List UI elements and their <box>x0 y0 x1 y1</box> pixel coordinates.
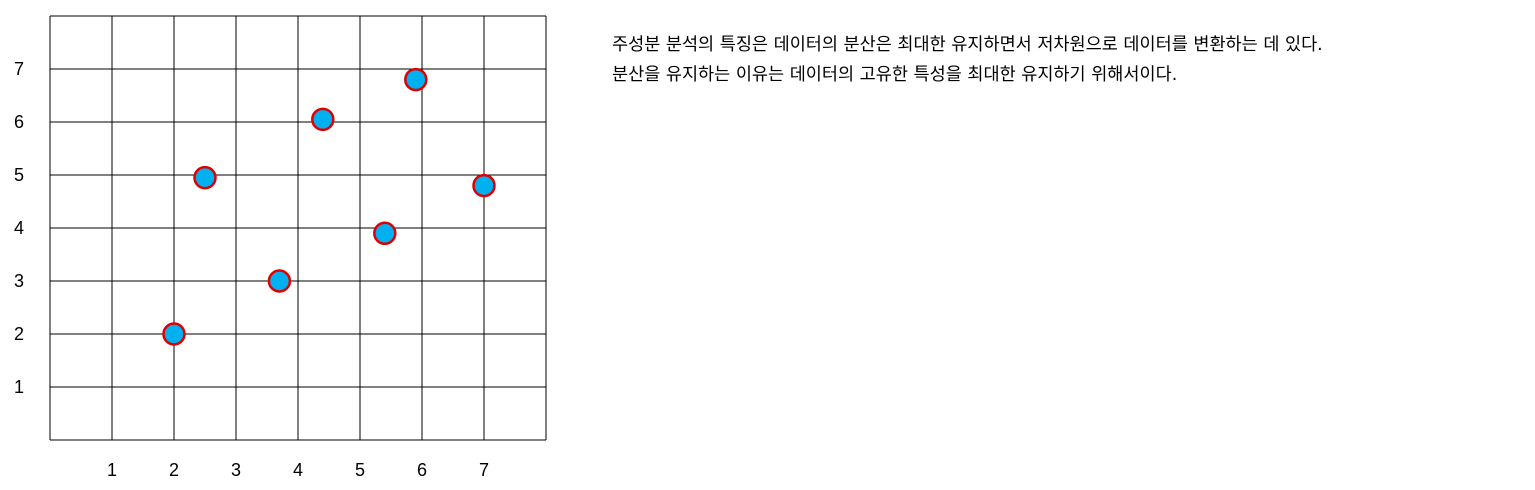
x-tick-label: 5 <box>355 460 365 480</box>
description-line-2: 분산을 유지하는 이유는 데이터의 고유한 특성을 최대한 유지하기 위해서이다… <box>612 65 1178 85</box>
x-tick-label: 3 <box>231 460 241 480</box>
x-tick-label: 7 <box>479 460 489 480</box>
y-tick-label: 4 <box>14 218 24 238</box>
description-text: 주성분 분석의 특징은 데이터의 분산은 최대한 유지하면서 저차원으로 데이터… <box>612 30 1527 90</box>
data-point <box>311 107 335 132</box>
x-tick-label: 1 <box>107 460 117 480</box>
data-point <box>193 165 217 190</box>
x-tick-label: 2 <box>169 460 179 480</box>
y-tick-label: 2 <box>14 324 24 344</box>
data-point <box>373 221 397 246</box>
data-point <box>472 173 496 198</box>
scatter-chart: 1 2 3 4 5 6 7 1 2 3 4 5 6 7 <box>14 15 547 480</box>
description-line-1: 주성분 분석의 특징은 데이터의 분산은 최대한 유지하면서 저차원으로 데이터… <box>612 35 1323 55</box>
data-point <box>267 269 292 293</box>
y-tick-label: 6 <box>14 112 24 132</box>
x-tick-label: 6 <box>417 460 427 480</box>
y-tick-label: 5 <box>14 165 24 185</box>
y-tick-label: 7 <box>14 59 24 79</box>
data-point <box>404 67 428 92</box>
y-tick-label: 3 <box>14 271 24 291</box>
y-tick-label: 1 <box>14 377 24 397</box>
x-tick-label: 4 <box>293 460 303 480</box>
data-point <box>162 322 186 346</box>
